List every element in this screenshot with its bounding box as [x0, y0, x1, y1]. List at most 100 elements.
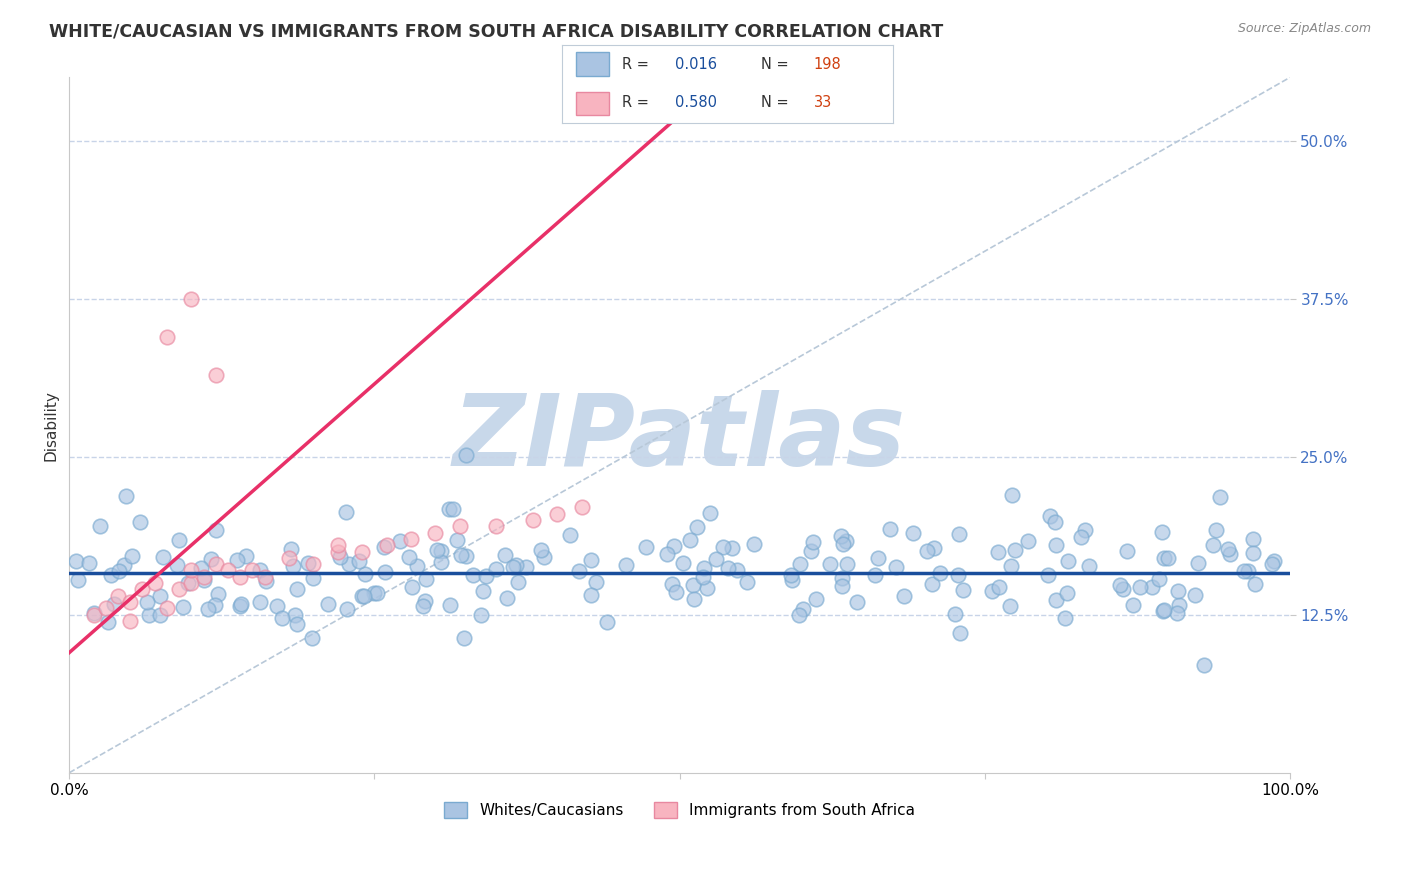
Point — [614, 558, 637, 573]
Point — [505, 558, 527, 572]
Point — [336, 602, 359, 616]
Point — [193, 570, 215, 584]
Point — [1187, 556, 1209, 570]
Point — [804, 592, 827, 607]
Point — [679, 533, 702, 548]
Bar — [575, 92, 609, 115]
Point — [1109, 578, 1132, 592]
Point — [987, 545, 1010, 559]
Point — [686, 520, 709, 534]
Point — [530, 543, 553, 558]
Point — [329, 550, 352, 565]
Point — [547, 507, 569, 521]
Point — [401, 580, 423, 594]
Point — [94, 601, 117, 615]
Point — [634, 540, 657, 554]
Point — [1157, 550, 1180, 565]
Point — [108, 565, 131, 579]
Point — [1039, 508, 1062, 523]
Point — [831, 537, 853, 551]
Point — [204, 368, 226, 382]
Point — [789, 557, 811, 571]
Point — [683, 591, 706, 606]
Point — [655, 547, 678, 561]
Point — [353, 589, 375, 603]
Point — [1152, 604, 1174, 618]
Point — [893, 589, 915, 603]
Point — [337, 557, 360, 571]
Point — [1115, 544, 1137, 558]
Point — [97, 615, 120, 629]
Point — [533, 550, 555, 565]
Point — [1241, 546, 1264, 560]
Point — [177, 576, 200, 591]
Point — [1147, 573, 1170, 587]
Point — [415, 573, 437, 587]
Point — [169, 533, 191, 547]
Point — [120, 595, 142, 609]
Point — [254, 574, 277, 589]
Point — [568, 564, 591, 578]
Point — [1122, 599, 1144, 613]
Point — [152, 549, 174, 564]
Point — [302, 557, 325, 571]
Point — [430, 555, 453, 569]
Point — [1001, 488, 1024, 502]
Point — [413, 594, 436, 608]
Point — [1043, 515, 1066, 529]
Point — [818, 557, 841, 571]
Point — [301, 631, 323, 645]
Point — [949, 625, 972, 640]
Point — [1192, 658, 1215, 673]
Point — [190, 560, 212, 574]
Text: R =: R = — [621, 95, 648, 111]
Point — [114, 558, 136, 573]
Point — [863, 567, 886, 582]
Point — [1045, 538, 1067, 552]
Point — [1166, 607, 1188, 621]
Point — [720, 541, 742, 556]
Text: R =: R = — [621, 57, 648, 71]
Point — [425, 525, 447, 540]
Point — [326, 538, 349, 552]
Point — [135, 595, 157, 609]
Point — [1070, 530, 1092, 544]
Point — [716, 561, 738, 575]
Text: ZIPatlas: ZIPatlas — [453, 391, 905, 488]
Point — [100, 568, 122, 582]
Point — [281, 558, 304, 573]
Point — [249, 595, 271, 609]
Point — [1168, 598, 1191, 612]
Point — [1167, 584, 1189, 599]
Point — [131, 582, 153, 597]
Point — [928, 566, 950, 580]
Point — [1219, 547, 1241, 561]
Point — [65, 554, 87, 568]
Point — [249, 563, 271, 577]
Point — [446, 533, 468, 547]
Point — [1244, 576, 1267, 591]
Point — [231, 597, 253, 611]
Point — [180, 564, 202, 578]
Point — [167, 582, 190, 597]
Point — [437, 501, 460, 516]
Point — [579, 588, 602, 602]
Point — [143, 576, 166, 591]
Text: 33: 33 — [814, 95, 832, 111]
Point — [66, 573, 89, 587]
Point — [662, 539, 685, 553]
Point — [398, 550, 420, 565]
Point — [779, 568, 801, 582]
Point — [830, 529, 852, 543]
Point — [704, 552, 727, 566]
Point — [1142, 580, 1164, 594]
Point — [1000, 599, 1022, 613]
Point — [1263, 554, 1285, 568]
Text: N =: N = — [761, 95, 789, 111]
Point — [83, 606, 105, 620]
Point — [166, 558, 188, 572]
Point — [831, 580, 853, 594]
Point — [485, 519, 508, 533]
Point — [375, 538, 398, 552]
Point — [229, 570, 252, 584]
